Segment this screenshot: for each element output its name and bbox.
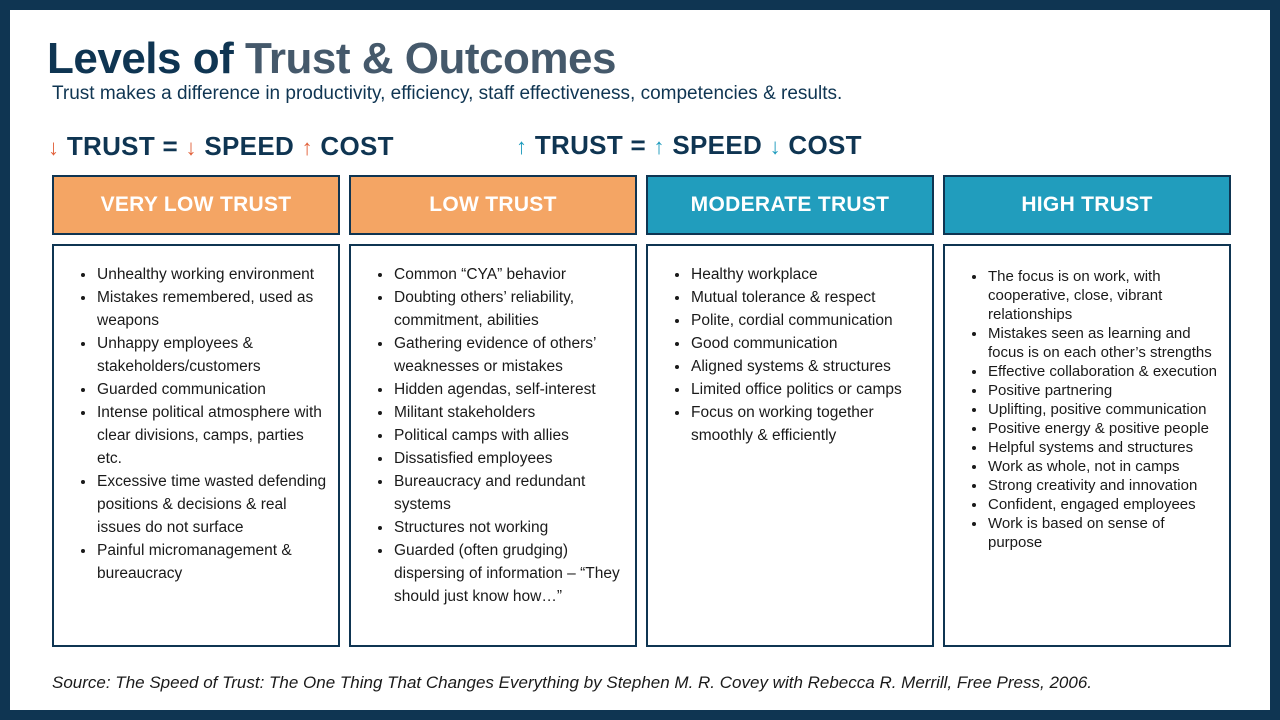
column-header-moderate-trust: MODERATE TRUST [646,175,934,235]
list-item: Structures not working [393,516,625,539]
list-item: Positive energy & positive people [987,419,1219,438]
list-item: Dissatisfied employees [393,447,625,470]
bullet-list: Healthy workplace Mutual tolerance & res… [648,246,932,447]
list-item: Political camps with allies [393,424,625,447]
list-item: Positive partnering [987,381,1219,400]
list-item: Limited office politics or camps [690,378,922,401]
column-header-high-trust: HIGH TRUST [943,175,1231,235]
list-item: Uplifting, positive communication [987,400,1219,419]
title-part2: Trust & Outcomes [244,34,616,83]
list-item: Guarded (often grudging) dispersing of i… [393,539,625,608]
equation-trust-label: TRUST = [534,130,647,160]
list-item: Focus on working together smoothly & eff… [690,401,922,447]
list-item: Mistakes remembered, used as weapons [96,286,328,332]
list-item: Militant stakeholders [393,401,625,424]
title-part1: Levels of [47,34,234,83]
list-item: Bureaucracy and redundant systems [393,470,625,516]
subtitle: Trust makes a difference in productivity… [52,83,843,104]
arrow-up-icon: ↑ [516,134,528,159]
list-item: Gathering evidence of others’ weaknesses… [393,332,625,378]
list-item: Work as whole, not in camps [987,457,1219,476]
list-item: Mutual tolerance & respect [690,286,922,309]
column-body-moderate-trust: Healthy workplace Mutual tolerance & res… [646,244,934,647]
list-item: Polite, cordial communication [690,309,922,332]
list-item: Strong creativity and innovation [987,476,1219,495]
list-item: Intense political atmosphere with clear … [96,401,328,470]
bullet-list: Unhealthy working environment Mistakes r… [54,246,338,585]
list-item: Unhealthy working environment [96,263,328,286]
arrow-down-icon: ↓ [185,135,197,160]
list-item: The focus is on work, with cooperative, … [987,267,1219,324]
source-citation: Source: The Speed of Trust: The One Thin… [52,673,1092,692]
arrow-up-icon: ↑ [653,134,665,159]
list-item: Guarded communication [96,378,328,401]
high-trust-equation: ↑ TRUST = ↑ SPEED ↓ COST [516,130,862,161]
list-item: Common “CYA” behavior [393,263,625,286]
list-item: Healthy workplace [690,263,922,286]
page-title: Levels of Trust & Outcomes [47,34,616,84]
list-item: Mistakes seen as learning and focus is o… [987,324,1219,362]
arrow-down-icon: ↓ [48,135,60,160]
column-header-low-trust: LOW TRUST [349,175,637,235]
list-item: Painful micromanagement & bureaucracy [96,539,328,585]
column-body-low-trust: Common “CYA” behavior Doubting others’ r… [349,244,637,647]
equation-cost-label: COST [320,131,394,161]
bullet-list: The focus is on work, with cooperative, … [945,246,1229,552]
equation-trust-label: TRUST = [66,131,179,161]
column-header-very-low-trust: VERY LOW TRUST [52,175,340,235]
arrow-up-icon: ↑ [301,135,313,160]
list-item: Work is based on sense of purpose [987,514,1219,552]
slide: Levels of Trust & Outcomes Trust makes a… [10,10,1270,710]
list-item: Helpful systems and structures [987,438,1219,457]
list-item: Unhappy employees & stakeholders/custome… [96,332,328,378]
equation-speed-label: SPEED [204,131,295,161]
list-item: Good communication [690,332,922,355]
bullet-list: Common “CYA” behavior Doubting others’ r… [351,246,635,608]
list-item: Doubting others’ reliability, commitment… [393,286,625,332]
arrow-down-icon: ↓ [769,134,781,159]
list-item: Effective collaboration & execution [987,362,1219,381]
equation-cost-label: COST [788,130,862,160]
column-body-very-low-trust: Unhealthy working environment Mistakes r… [52,244,340,647]
list-item: Aligned systems & structures [690,355,922,378]
list-item: Excessive time wasted defending position… [96,470,328,539]
list-item: Hidden agendas, self-interest [393,378,625,401]
low-trust-equation: ↓ TRUST = ↓ SPEED ↑ COST [48,131,394,162]
list-item: Confident, engaged employees [987,495,1219,514]
column-body-high-trust: The focus is on work, with cooperative, … [943,244,1231,647]
equation-speed-label: SPEED [672,130,763,160]
